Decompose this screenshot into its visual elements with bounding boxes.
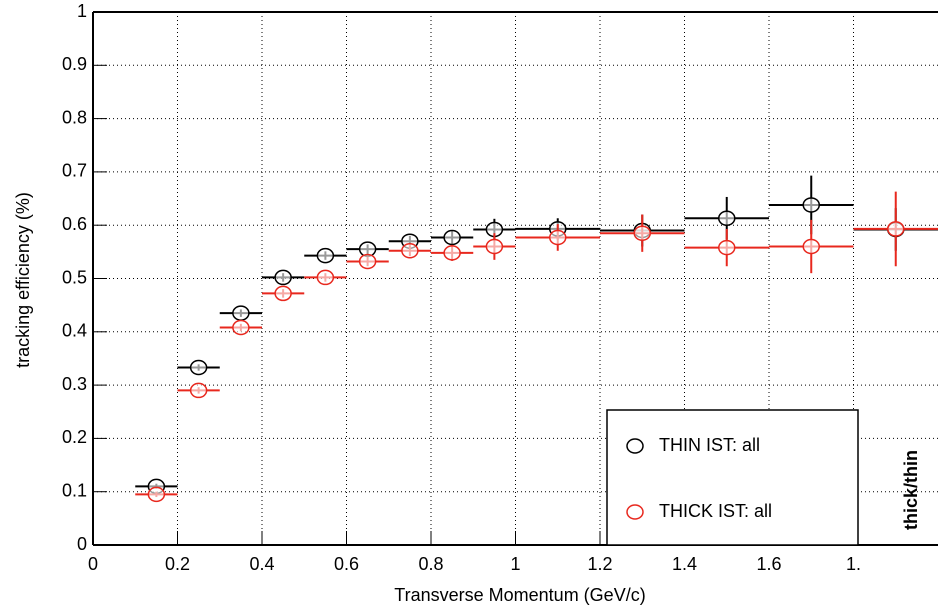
marker (316, 247, 335, 264)
y-axis-label: tracking efficiency (%) (13, 192, 33, 368)
data-point (219, 319, 262, 336)
data-point (431, 229, 474, 246)
y-tick-label: 0.3 (62, 374, 87, 394)
marker (274, 269, 292, 286)
y-tick-label: 1 (77, 1, 87, 21)
marker (718, 210, 736, 227)
legend: THIN IST: all THICK IST: all (606, 409, 859, 546)
data-point (177, 382, 220, 399)
x-tick-label: 1.2 (587, 554, 612, 574)
x-tick-label: 0 (88, 554, 98, 574)
y-tick-label: 0.1 (62, 480, 87, 500)
data-point (304, 247, 347, 264)
data-point (219, 305, 262, 321)
marker (232, 319, 250, 336)
side-label: thick/thin (901, 450, 921, 530)
x-tick-label: 0.4 (249, 554, 274, 574)
marker (802, 238, 820, 255)
marker (549, 229, 567, 246)
legend-marker (626, 504, 644, 520)
legend-box (606, 409, 859, 546)
marker (802, 197, 820, 213)
marker (189, 382, 208, 399)
x-axis-label: Transverse Momentum (GeV/c) (394, 585, 645, 605)
marker (232, 305, 250, 321)
marker (718, 239, 736, 256)
marker (887, 221, 905, 237)
x-tick-label: 1.4 (672, 554, 697, 574)
data-point (304, 269, 347, 286)
y-tick-label: 0.2 (62, 427, 87, 447)
marker (189, 359, 208, 376)
marker (147, 486, 166, 503)
legend-label: THICK IST: all (659, 501, 772, 521)
x-tick-label: 1. (846, 554, 861, 574)
data-point (600, 214, 685, 252)
data-point (177, 359, 220, 376)
data-point (684, 196, 769, 240)
y-tick-label: 0.7 (62, 161, 87, 181)
marker (358, 253, 377, 270)
marker (316, 269, 335, 286)
x-tick-label: 0.2 (165, 554, 190, 574)
marker (401, 243, 419, 259)
data-point (262, 269, 305, 286)
y-tick-label: 0.8 (62, 107, 87, 127)
data-point (684, 228, 769, 267)
x-tick-label: 0.8 (418, 554, 443, 574)
y-tick-label: 0.6 (62, 214, 87, 234)
data-point (431, 244, 474, 261)
data-point (473, 233, 516, 260)
marker (633, 225, 651, 241)
y-tick-label: 0.9 (62, 54, 87, 74)
legend-label: THIN IST: all (659, 435, 760, 455)
data-point (262, 285, 305, 302)
marker (443, 245, 461, 261)
y-tick-label: 0 (77, 534, 87, 554)
data-point (135, 486, 178, 503)
data-point (346, 253, 389, 270)
y-tick-label: 0.4 (62, 321, 87, 341)
data-point (515, 224, 600, 251)
y-tick-label: 0.5 (62, 267, 87, 287)
legend-marker (626, 438, 644, 454)
x-tick-label: 0.6 (334, 554, 359, 574)
data-point (769, 219, 854, 274)
marker (443, 229, 461, 246)
x-tick-label: 1.6 (756, 554, 781, 574)
data-point (853, 191, 938, 267)
marker (274, 285, 292, 302)
marker (485, 238, 504, 255)
x-tick-label: 1 (510, 554, 520, 574)
data-point (388, 243, 431, 259)
data-point (346, 241, 389, 257)
